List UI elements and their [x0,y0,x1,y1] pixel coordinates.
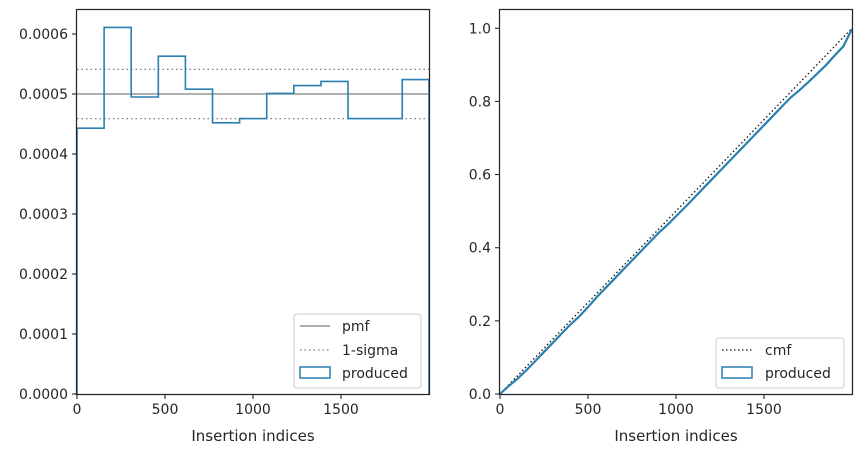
x-tick-label: 1500 [323,402,359,418]
legend-produced-swatch [299,366,331,379]
legend-cmf-label: cmf [765,343,792,359]
y-tick-label: 0.0 [469,387,491,403]
x-tick-label: 500 [575,402,602,418]
cmf-line [499,27,853,395]
cmf-legend: cmf produced [715,337,845,389]
pmf-x-axis-label: Insertion indices [191,427,314,445]
y-tick-label: 0.0003 [19,207,68,223]
x-tick-label: 0 [496,402,505,418]
produced-histogram-step [76,26,430,394]
x-tick-label: 1500 [746,402,782,418]
pmf-legend: pmf 1-sigma produced [293,313,422,389]
y-tick-label: 0.0005 [19,87,68,103]
legend-pmf-label: pmf [342,319,371,335]
x-tick-label: 1000 [235,402,271,418]
cmf-x-axis-label: Insertion indices [614,427,737,445]
y-tick-label: 0.0001 [19,327,68,343]
pmf-x-ticks: 0 500 1000 1500 [73,394,359,418]
x-tick-label: 0 [73,402,82,418]
cmf-panel: 0 500 1000 1500 0.0 0.2 0.4 0.6 0.8 1.0 Insertio… [469,8,854,445]
legend-produced-label: produced [765,366,831,382]
pmf-plot-area [76,26,430,394]
pmf-y-ticks: 0.0000 0.0001 0.0002 0.0003 0.0004 0.0005 0.00… [19,27,77,403]
y-tick-label: 0.0004 [19,147,68,163]
pmf-histogram-panel: 0 500 1000 1500 0.00000.00010.00020.00030.0… [19,8,431,445]
y-tick-label: 0.8 [469,94,491,110]
pmf-legend-box [293,313,422,389]
cmf-y-ticks: 0.0 0.2 0.4 0.6 0.8 1.0 [469,21,500,403]
legend-sigma-label: 1-sigma [342,343,398,359]
y-tick-label: 0.6 [469,168,491,184]
cmf-legend-box [715,337,845,389]
legend-produced-swatch [721,366,753,379]
produced-cumulative-line [499,28,853,395]
y-tick-label: 0.0002 [19,267,68,283]
legend-produced-label: produced [342,366,408,382]
y-tick-label: 0.0000 [19,387,68,403]
cmf-x-ticks: 0 500 1000 1500 [496,394,782,418]
y-tick-label: 0.4 [469,241,491,257]
y-tick-label: 1.0 [469,21,491,37]
x-tick-label: 1000 [658,402,694,418]
x-tick-label: 500 [152,402,179,418]
y-tick-label: 0.0006 [19,27,68,43]
cmf-plot-area [499,27,853,395]
y-tick-label: 0.2 [469,314,491,330]
